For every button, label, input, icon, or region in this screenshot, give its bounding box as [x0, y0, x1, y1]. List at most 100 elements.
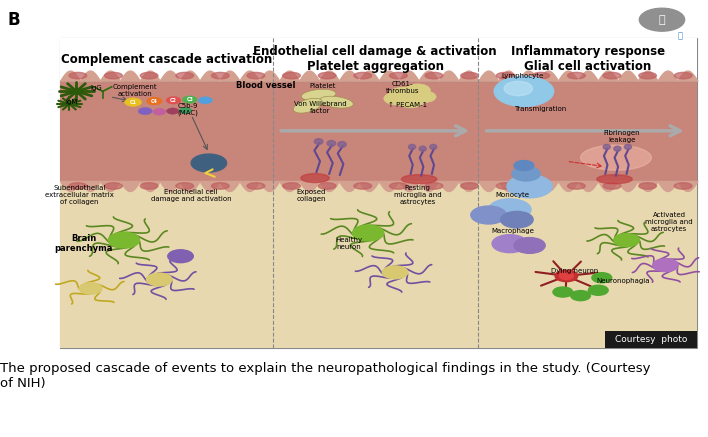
Text: Brain
parenchyma: Brain parenchyma [55, 234, 113, 253]
Text: Fibrinogen
leakage: Fibrinogen leakage [603, 130, 640, 142]
Ellipse shape [327, 140, 336, 146]
Ellipse shape [496, 73, 514, 79]
Bar [60, 38, 697, 347]
Text: Endothelial cell damage & activation
Platelet aggregation: Endothelial cell damage & activation Pla… [253, 45, 497, 73]
Ellipse shape [354, 73, 372, 79]
Text: C5b-9
(MAC): C5b-9 (MAC) [177, 103, 198, 116]
Text: ⛶: ⛶ [658, 15, 666, 25]
Ellipse shape [639, 183, 656, 189]
Ellipse shape [603, 73, 621, 79]
Ellipse shape [425, 73, 442, 79]
Ellipse shape [401, 175, 437, 184]
Circle shape [125, 98, 142, 107]
Ellipse shape [674, 73, 692, 79]
Bar [605, 332, 697, 347]
Circle shape [166, 97, 181, 104]
Polygon shape [319, 96, 353, 108]
Ellipse shape [282, 183, 300, 189]
Text: Endothelial cell
damage and activation: Endothelial cell damage and activation [151, 189, 232, 202]
Ellipse shape [212, 73, 229, 79]
Bar [60, 38, 697, 80]
Ellipse shape [301, 173, 329, 183]
Text: Monocyte: Monocyte [496, 192, 530, 198]
Circle shape [191, 154, 227, 172]
Text: The proposed cascade of events to explain the neuropathological findings in the : The proposed cascade of events to explai… [0, 362, 651, 390]
Circle shape [353, 225, 384, 241]
Circle shape [166, 108, 179, 114]
Ellipse shape [624, 144, 632, 149]
Text: Exposed
collagen: Exposed collagen [297, 189, 326, 202]
Text: Neuronophagia: Neuronophagia [596, 278, 650, 284]
Ellipse shape [409, 144, 416, 149]
Ellipse shape [176, 183, 193, 189]
Circle shape [588, 285, 608, 295]
Circle shape [79, 283, 102, 294]
Text: Dying neuron: Dying neuron [551, 267, 598, 274]
Circle shape [168, 250, 193, 263]
Text: ↑ PECAM-1: ↑ PECAM-1 [387, 102, 427, 108]
Ellipse shape [603, 183, 621, 189]
Circle shape [514, 160, 534, 170]
Ellipse shape [674, 183, 692, 189]
Circle shape [614, 234, 639, 246]
Ellipse shape [419, 146, 426, 151]
Text: C1: C1 [130, 100, 137, 104]
Circle shape [388, 87, 419, 103]
Ellipse shape [176, 73, 193, 79]
Circle shape [553, 287, 573, 297]
Circle shape [198, 97, 212, 104]
Circle shape [512, 166, 540, 181]
Ellipse shape [568, 73, 586, 79]
Ellipse shape [69, 183, 87, 189]
Circle shape [639, 8, 685, 31]
Ellipse shape [389, 73, 407, 79]
Circle shape [555, 270, 578, 282]
Text: Courtesy  photo: Courtesy photo [615, 335, 687, 344]
Text: Resting
microglia and
astrocytes: Resting microglia and astrocytes [394, 185, 442, 205]
Ellipse shape [597, 175, 632, 184]
Circle shape [71, 89, 82, 94]
Circle shape [653, 259, 678, 272]
Ellipse shape [247, 73, 265, 79]
Ellipse shape [319, 183, 336, 189]
Ellipse shape [461, 73, 479, 79]
Ellipse shape [461, 183, 479, 189]
Ellipse shape [639, 73, 656, 79]
Polygon shape [302, 89, 336, 101]
Text: B: B [7, 11, 20, 29]
Text: IgM: IgM [66, 99, 78, 105]
Circle shape [559, 272, 573, 280]
Text: Complement
activation: Complement activation [112, 84, 157, 97]
Circle shape [504, 81, 532, 96]
Circle shape [384, 92, 409, 105]
Circle shape [507, 175, 552, 198]
Ellipse shape [614, 146, 621, 151]
Ellipse shape [389, 183, 407, 189]
Text: CD61-
thrombus: CD61- thrombus [385, 81, 419, 94]
Text: IgG: IgG [91, 85, 103, 91]
Ellipse shape [212, 183, 229, 189]
Circle shape [413, 91, 436, 103]
Circle shape [179, 107, 192, 114]
Text: Activated
microglia and
astrocytes: Activated microglia and astrocytes [645, 212, 693, 232]
Text: Complement cascade activation: Complement cascade activation [61, 52, 272, 66]
Circle shape [382, 266, 408, 279]
Text: Inflammatory response
Glial cell activation: Inflammatory response Glial cell activat… [510, 45, 665, 73]
Circle shape [501, 212, 533, 228]
Text: C3: C3 [186, 97, 193, 102]
Circle shape [471, 206, 506, 224]
Ellipse shape [603, 144, 610, 149]
Circle shape [592, 273, 612, 283]
Circle shape [147, 97, 162, 105]
Ellipse shape [532, 73, 549, 79]
Text: Subendothelial
extracellular matrix
of collagen: Subendothelial extracellular matrix of c… [45, 185, 114, 205]
Text: Platelet: Platelet [309, 83, 336, 89]
Ellipse shape [532, 183, 549, 189]
Ellipse shape [247, 183, 265, 189]
Circle shape [153, 108, 166, 115]
Ellipse shape [425, 183, 442, 189]
Circle shape [494, 76, 554, 107]
Circle shape [138, 108, 152, 114]
Text: Macrophage: Macrophage [491, 228, 534, 234]
Ellipse shape [338, 142, 346, 147]
